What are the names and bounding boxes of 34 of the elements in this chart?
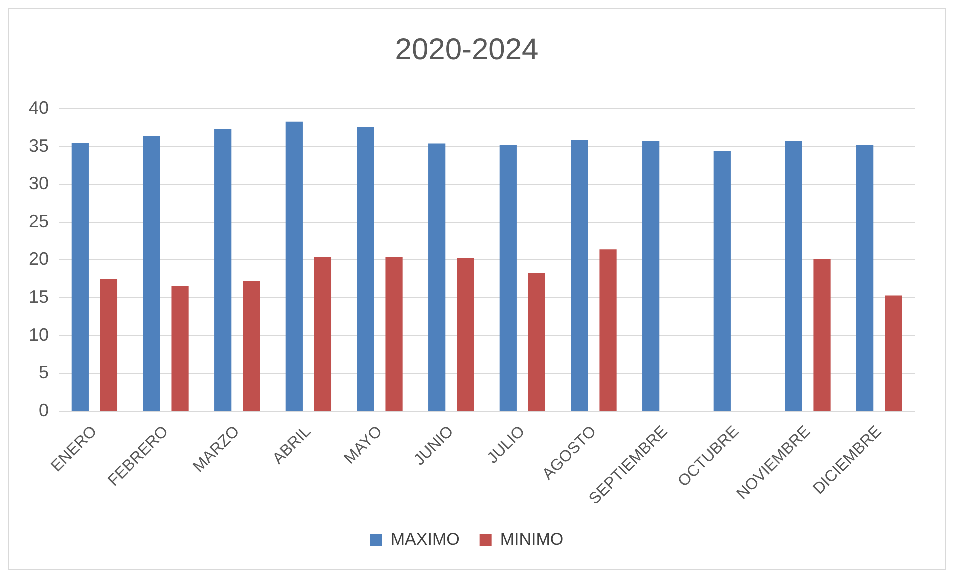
y-tick-label: 15	[28, 287, 50, 308]
bar	[571, 140, 588, 411]
bar	[856, 145, 874, 411]
bar	[528, 273, 546, 411]
bar	[457, 258, 474, 411]
bar	[143, 136, 160, 411]
bar	[286, 122, 303, 411]
bar	[600, 250, 617, 411]
bar	[72, 143, 89, 411]
bar	[100, 279, 118, 411]
legend-label: MINIMO	[500, 530, 564, 550]
y-tick-label: 40	[28, 98, 50, 118]
bar	[386, 257, 403, 411]
bar	[814, 259, 831, 411]
bar	[243, 281, 260, 411]
bar	[314, 257, 332, 411]
bar	[500, 145, 517, 411]
bar	[785, 142, 802, 411]
bar	[357, 127, 374, 411]
legend-label: MAXIMO	[390, 530, 460, 550]
bar	[642, 142, 660, 411]
chart-title: 2020-2024	[395, 33, 539, 66]
y-tick-label: 25	[28, 211, 50, 232]
bar	[885, 296, 902, 411]
bar	[214, 129, 232, 411]
y-tick-label: 0	[39, 400, 50, 420]
y-tick-label: 10	[28, 324, 50, 345]
y-tick-label: 35	[28, 136, 50, 156]
bar	[714, 151, 731, 411]
y-tick-label: 5	[39, 362, 50, 383]
y-tick-label: 20	[28, 249, 50, 270]
bar	[428, 144, 446, 411]
y-tick-label: 30	[28, 174, 50, 194]
bar	[172, 286, 189, 411]
